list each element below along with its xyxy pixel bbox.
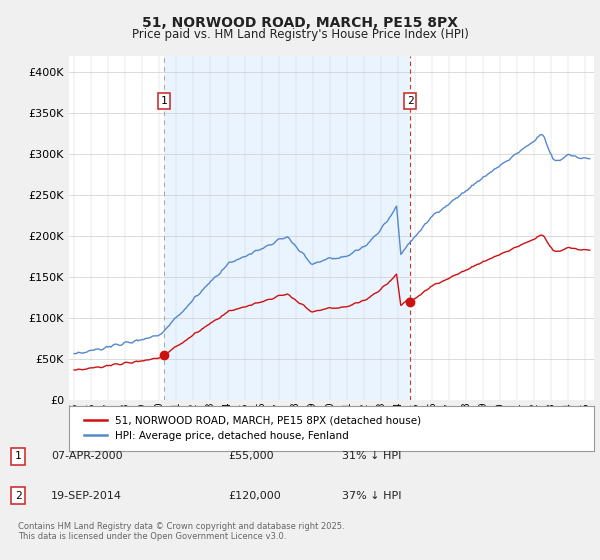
Text: 31% ↓ HPI: 31% ↓ HPI [342,451,401,461]
Text: Price paid vs. HM Land Registry's House Price Index (HPI): Price paid vs. HM Land Registry's House … [131,28,469,41]
Text: £120,000: £120,000 [228,491,281,501]
Text: 37% ↓ HPI: 37% ↓ HPI [342,491,401,501]
Text: £55,000: £55,000 [228,451,274,461]
Legend: 51, NORWOOD ROAD, MARCH, PE15 8PX (detached house), HPI: Average price, detached: 51, NORWOOD ROAD, MARCH, PE15 8PX (detac… [79,412,425,445]
Text: 07-APR-2000: 07-APR-2000 [51,451,122,461]
Bar [164,56,410,400]
Text: 2: 2 [407,96,413,106]
Text: 51, NORWOOD ROAD, MARCH, PE15 8PX: 51, NORWOOD ROAD, MARCH, PE15 8PX [142,16,458,30]
Text: 19-SEP-2014: 19-SEP-2014 [51,491,122,501]
Text: 1: 1 [14,451,22,461]
Text: 2: 2 [14,491,22,501]
Text: 1: 1 [161,96,167,106]
Text: Contains HM Land Registry data © Crown copyright and database right 2025.
This d: Contains HM Land Registry data © Crown c… [18,522,344,542]
